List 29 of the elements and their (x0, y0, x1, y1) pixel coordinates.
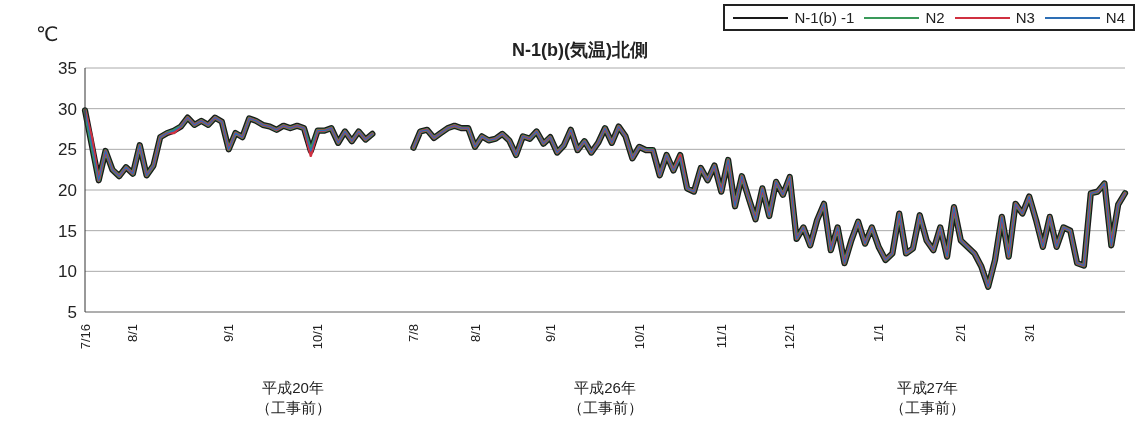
y-tick-label: 15 (58, 221, 77, 241)
text: 平成27年（工事前） (888, 378, 966, 418)
x-tick-label: 9/1 (542, 324, 558, 343)
y-axis-title: ℃ (36, 22, 59, 46)
x-tick-label: 7/8 (405, 324, 421, 343)
y-tick-label: 35 (58, 59, 77, 79)
x-tick-label: 11/1 (713, 324, 729, 349)
chart-title: N-1(b)(気温)北側 (511, 39, 649, 62)
y-tick-label: 30 (58, 99, 77, 119)
x-tick-label: 8/1 (125, 324, 141, 343)
legend-label: N3 (1015, 9, 1035, 26)
x-tick-label: 9/1 (221, 324, 237, 343)
legend-label: N4 (1105, 9, 1125, 26)
x-tick-label: 10/1 (310, 324, 326, 350)
x-tick-label: 12/1 (782, 324, 798, 350)
y-tick-label: 25 (58, 140, 77, 160)
legend-label: N2 (925, 9, 945, 26)
y-tick-label: 5 (67, 303, 77, 323)
x-tick-label: 7/16 (77, 324, 93, 350)
text: 平成20年（工事前） (254, 378, 332, 418)
legend-label: N-1(b) -1 (794, 9, 855, 26)
text: 平成26年（工事前） (566, 378, 644, 418)
y-tick-label: 10 (58, 262, 77, 282)
x-tick-label: 2/1 (953, 324, 969, 343)
x-tick-label: 3/1 (1021, 324, 1037, 343)
x-tick-label: 10/1 (631, 324, 647, 350)
y-tick-label: 20 (58, 181, 77, 201)
x-tick-label: 8/1 (467, 324, 483, 343)
x-tick-label: 1/1 (871, 324, 887, 343)
